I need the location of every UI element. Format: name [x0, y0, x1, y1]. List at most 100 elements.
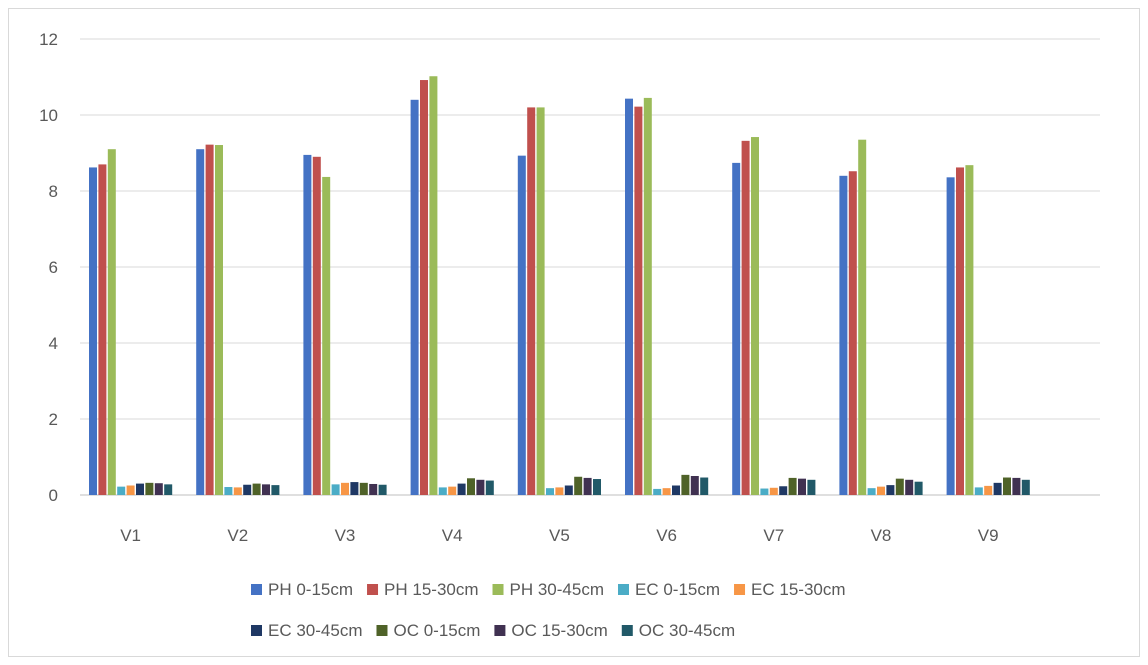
bar [359, 482, 368, 495]
bar [322, 176, 331, 495]
bar [438, 487, 447, 495]
bar [769, 487, 778, 495]
bar [243, 484, 252, 495]
bar [965, 165, 974, 495]
x-tick-label: V5 [549, 526, 570, 545]
bar [788, 477, 797, 495]
bar [1021, 479, 1030, 495]
bar [858, 139, 867, 495]
bar [252, 483, 261, 495]
bar [369, 483, 378, 495]
x-tick-label: V7 [763, 526, 784, 545]
bar [429, 76, 438, 496]
bar [867, 488, 876, 495]
bar [536, 107, 545, 496]
bar [107, 149, 116, 495]
bar [914, 481, 923, 495]
bar [341, 482, 349, 495]
legend-swatch [376, 625, 388, 636]
legend-label: PH 0-15cm [268, 580, 353, 599]
legend-label: EC 30-45cm [268, 621, 362, 640]
bar [974, 487, 983, 495]
legend-swatch [251, 584, 262, 595]
bar [215, 145, 223, 495]
bar [1003, 477, 1011, 495]
bar [956, 167, 964, 495]
bar [136, 483, 144, 495]
bar [807, 479, 816, 495]
bar [420, 80, 428, 495]
bar [732, 162, 741, 495]
legend-label: PH 15-30cm [384, 580, 478, 599]
legend-swatch [621, 625, 633, 636]
bar [593, 479, 601, 495]
legend-swatch [494, 625, 506, 636]
legend-swatch [251, 625, 262, 636]
bar [839, 175, 848, 496]
bar [262, 484, 270, 495]
bar [517, 155, 526, 495]
bar [984, 485, 993, 495]
bar [905, 479, 914, 495]
bar [410, 99, 419, 496]
bar [751, 137, 759, 496]
bar [154, 483, 163, 495]
bar [350, 482, 359, 495]
legend: PH 0-15cm PH 15-30cm PH 30-45cm EC 0-15cm EC… [251, 580, 846, 640]
legend-label: EC 0-15cm [635, 580, 720, 599]
bar [662, 488, 671, 495]
bar [555, 487, 564, 495]
bar [779, 486, 788, 495]
legend-swatch [618, 584, 629, 595]
bar [331, 484, 340, 495]
bar [126, 485, 135, 495]
bar [546, 488, 554, 495]
bar [681, 474, 690, 495]
y-axis-tick-labels: 0 2 4 6 8 10 12 [39, 30, 58, 505]
bar [476, 479, 485, 495]
bar [1012, 477, 1021, 495]
legend-swatch [492, 584, 504, 595]
bar [117, 486, 126, 495]
bar [877, 486, 885, 495]
y-tick-label: 2 [49, 410, 58, 429]
bar [448, 486, 457, 495]
bar [798, 478, 806, 495]
legend-label: EC 15-30cm [751, 580, 845, 599]
y-tick-label: 8 [49, 182, 58, 201]
bars [89, 76, 1030, 496]
bar [164, 484, 173, 495]
x-tick-label: V4 [442, 526, 463, 545]
legend-label: OC 0-15cm [393, 621, 480, 640]
y-tick-label: 12 [39, 30, 58, 49]
bar [653, 488, 662, 495]
bar [643, 97, 652, 496]
bar [145, 482, 154, 495]
y-tick-label: 10 [39, 106, 58, 125]
legend-label: OC 30-45cm [639, 621, 735, 640]
bar [564, 485, 573, 495]
bar [89, 167, 97, 495]
bar [993, 482, 1002, 495]
x-axis-tick-labels: V1 V2 V3 V4 V5 V6 V7 V8 V9 [120, 526, 998, 545]
x-tick-label: V6 [656, 526, 677, 545]
bar [271, 485, 280, 495]
bar [741, 140, 750, 495]
x-tick-label: V1 [120, 526, 141, 545]
bar [98, 164, 107, 495]
bar [527, 107, 536, 496]
bar [690, 476, 699, 495]
bar [700, 477, 709, 495]
bar [312, 156, 321, 496]
bar [672, 485, 680, 495]
bar [946, 177, 955, 495]
bar [583, 477, 592, 495]
bar [196, 149, 205, 495]
x-tick-label: V3 [335, 526, 356, 545]
bar [848, 171, 857, 496]
bar [233, 487, 242, 495]
bar [205, 144, 214, 495]
x-tick-label: V9 [978, 526, 999, 545]
bar [760, 488, 769, 495]
